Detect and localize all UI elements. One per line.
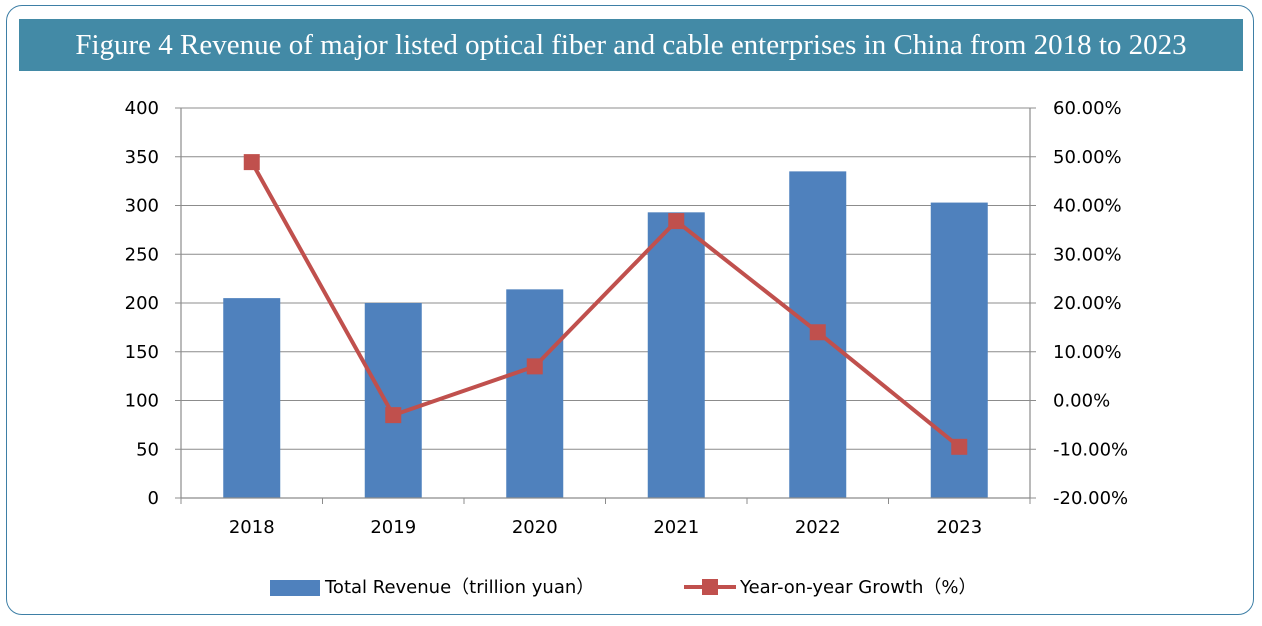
- bar-2019: [364, 303, 422, 498]
- right-tick-label: 20.00%: [1053, 293, 1122, 314]
- growth-marker-2020: [526, 358, 543, 375]
- chart-title: Figure 4 Revenue of major listed optical…: [19, 19, 1243, 71]
- bar-2021: [647, 212, 705, 498]
- left-tick-label: 250: [125, 244, 159, 265]
- x-tick-label: 2020: [512, 517, 558, 538]
- legend: Total Revenue（trillion yuan） Year-on-year…: [270, 577, 977, 598]
- line-series: [243, 154, 968, 455]
- x-tick-label: 2018: [229, 517, 275, 538]
- right-tick-label: 10.00%: [1053, 342, 1122, 363]
- right-tick-label: 40.00%: [1053, 196, 1122, 217]
- growth-line: [250, 161, 961, 449]
- left-tick-label: 400: [125, 98, 159, 119]
- growth-marker-2021: [668, 213, 685, 230]
- growth-marker-2023: [951, 438, 968, 455]
- axes: [175, 107, 1036, 504]
- right-axis-ticks: -20.00% -10.00% 0.00% 10.00% 20.00% 30.00% 40.…: [1053, 98, 1128, 509]
- right-tick-label: 30.00%: [1053, 244, 1122, 265]
- bar-2020: [506, 289, 564, 498]
- left-axis-ticks: 0 50 100 150 200 250 300 350 400: [125, 98, 159, 509]
- gridlines: [181, 107, 1030, 450]
- chart-frame: [6, 5, 1254, 615]
- legend-bar-swatch: [270, 580, 320, 596]
- bar-2018: [223, 298, 281, 498]
- legend-label-revenue: Total Revenue（trillion yuan）: [324, 577, 594, 598]
- right-tick-label: 60.00%: [1053, 98, 1122, 119]
- right-tick-label: -10.00%: [1053, 439, 1128, 460]
- x-tick-label: 2022: [795, 517, 841, 538]
- x-tick-label: 2021: [653, 517, 699, 538]
- left-tick-label: 100: [125, 391, 159, 412]
- right-tick-label: 50.00%: [1053, 147, 1122, 168]
- bar-series: [223, 171, 988, 498]
- left-tick-label: 0: [148, 488, 159, 509]
- legend-label-growth: Year-on-year Growth（%）: [739, 577, 977, 598]
- left-tick-label: 350: [125, 147, 159, 168]
- x-axis-ticks: 2018 2019 2020 2021 2022 2023: [229, 517, 982, 538]
- left-tick-label: 200: [125, 293, 159, 314]
- x-tick-label: 2019: [370, 517, 416, 538]
- x-tick-label: 2023: [936, 517, 982, 538]
- growth-marker-2019: [385, 407, 402, 424]
- right-tick-label: 0.00%: [1053, 391, 1110, 412]
- left-tick-label: 300: [125, 196, 159, 217]
- legend-marker-swatch: [702, 579, 718, 595]
- right-tick-label: -20.00%: [1053, 488, 1128, 509]
- growth-marker-2022: [809, 324, 826, 341]
- left-tick-label: 50: [136, 439, 159, 460]
- left-tick-label: 150: [125, 342, 159, 363]
- growth-marker-2018: [243, 154, 260, 171]
